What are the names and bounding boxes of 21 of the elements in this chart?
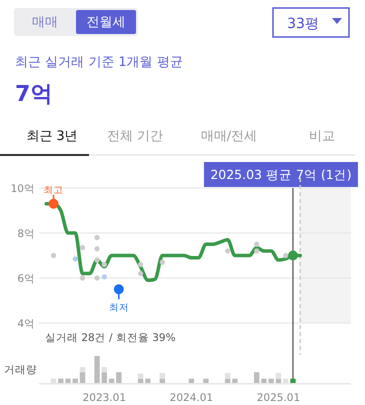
y-axis-title: 거래량 — [4, 364, 37, 376]
chart-subtitle: 최근 실거래 기준 1개월 평균 — [15, 55, 183, 70]
annotation: 전체 기간 — [106, 129, 164, 144]
annotation: 전월세 — [86, 15, 126, 30]
annotation: 최근 3년 — [26, 129, 78, 144]
annotation: 33평 — [287, 16, 319, 32]
x-tick-label: 2025.01 — [256, 392, 300, 404]
ref-line-label: 2025.03 평균 7억 (1건) — [210, 167, 352, 182]
y-tick-label: 4억 — [17, 318, 35, 330]
chart-title: 7억 — [15, 82, 52, 107]
annotation: 최저 — [108, 302, 129, 314]
annotation: 실거래 28건 / 회전율 39% — [45, 332, 176, 344]
annotation: 비교 — [309, 129, 335, 144]
x-tick-label: 2024.01 — [170, 392, 214, 404]
annotation: 매매/전세 — [200, 129, 258, 144]
y-tick-label: 6억 — [17, 273, 35, 285]
y-tick-label: 10억 — [10, 183, 35, 195]
annotation: 최고 — [44, 184, 64, 196]
y-tick-label: 8억 — [17, 228, 35, 240]
x-tick-label: 2023.01 — [82, 392, 126, 404]
annotation: 매매 — [32, 15, 58, 30]
